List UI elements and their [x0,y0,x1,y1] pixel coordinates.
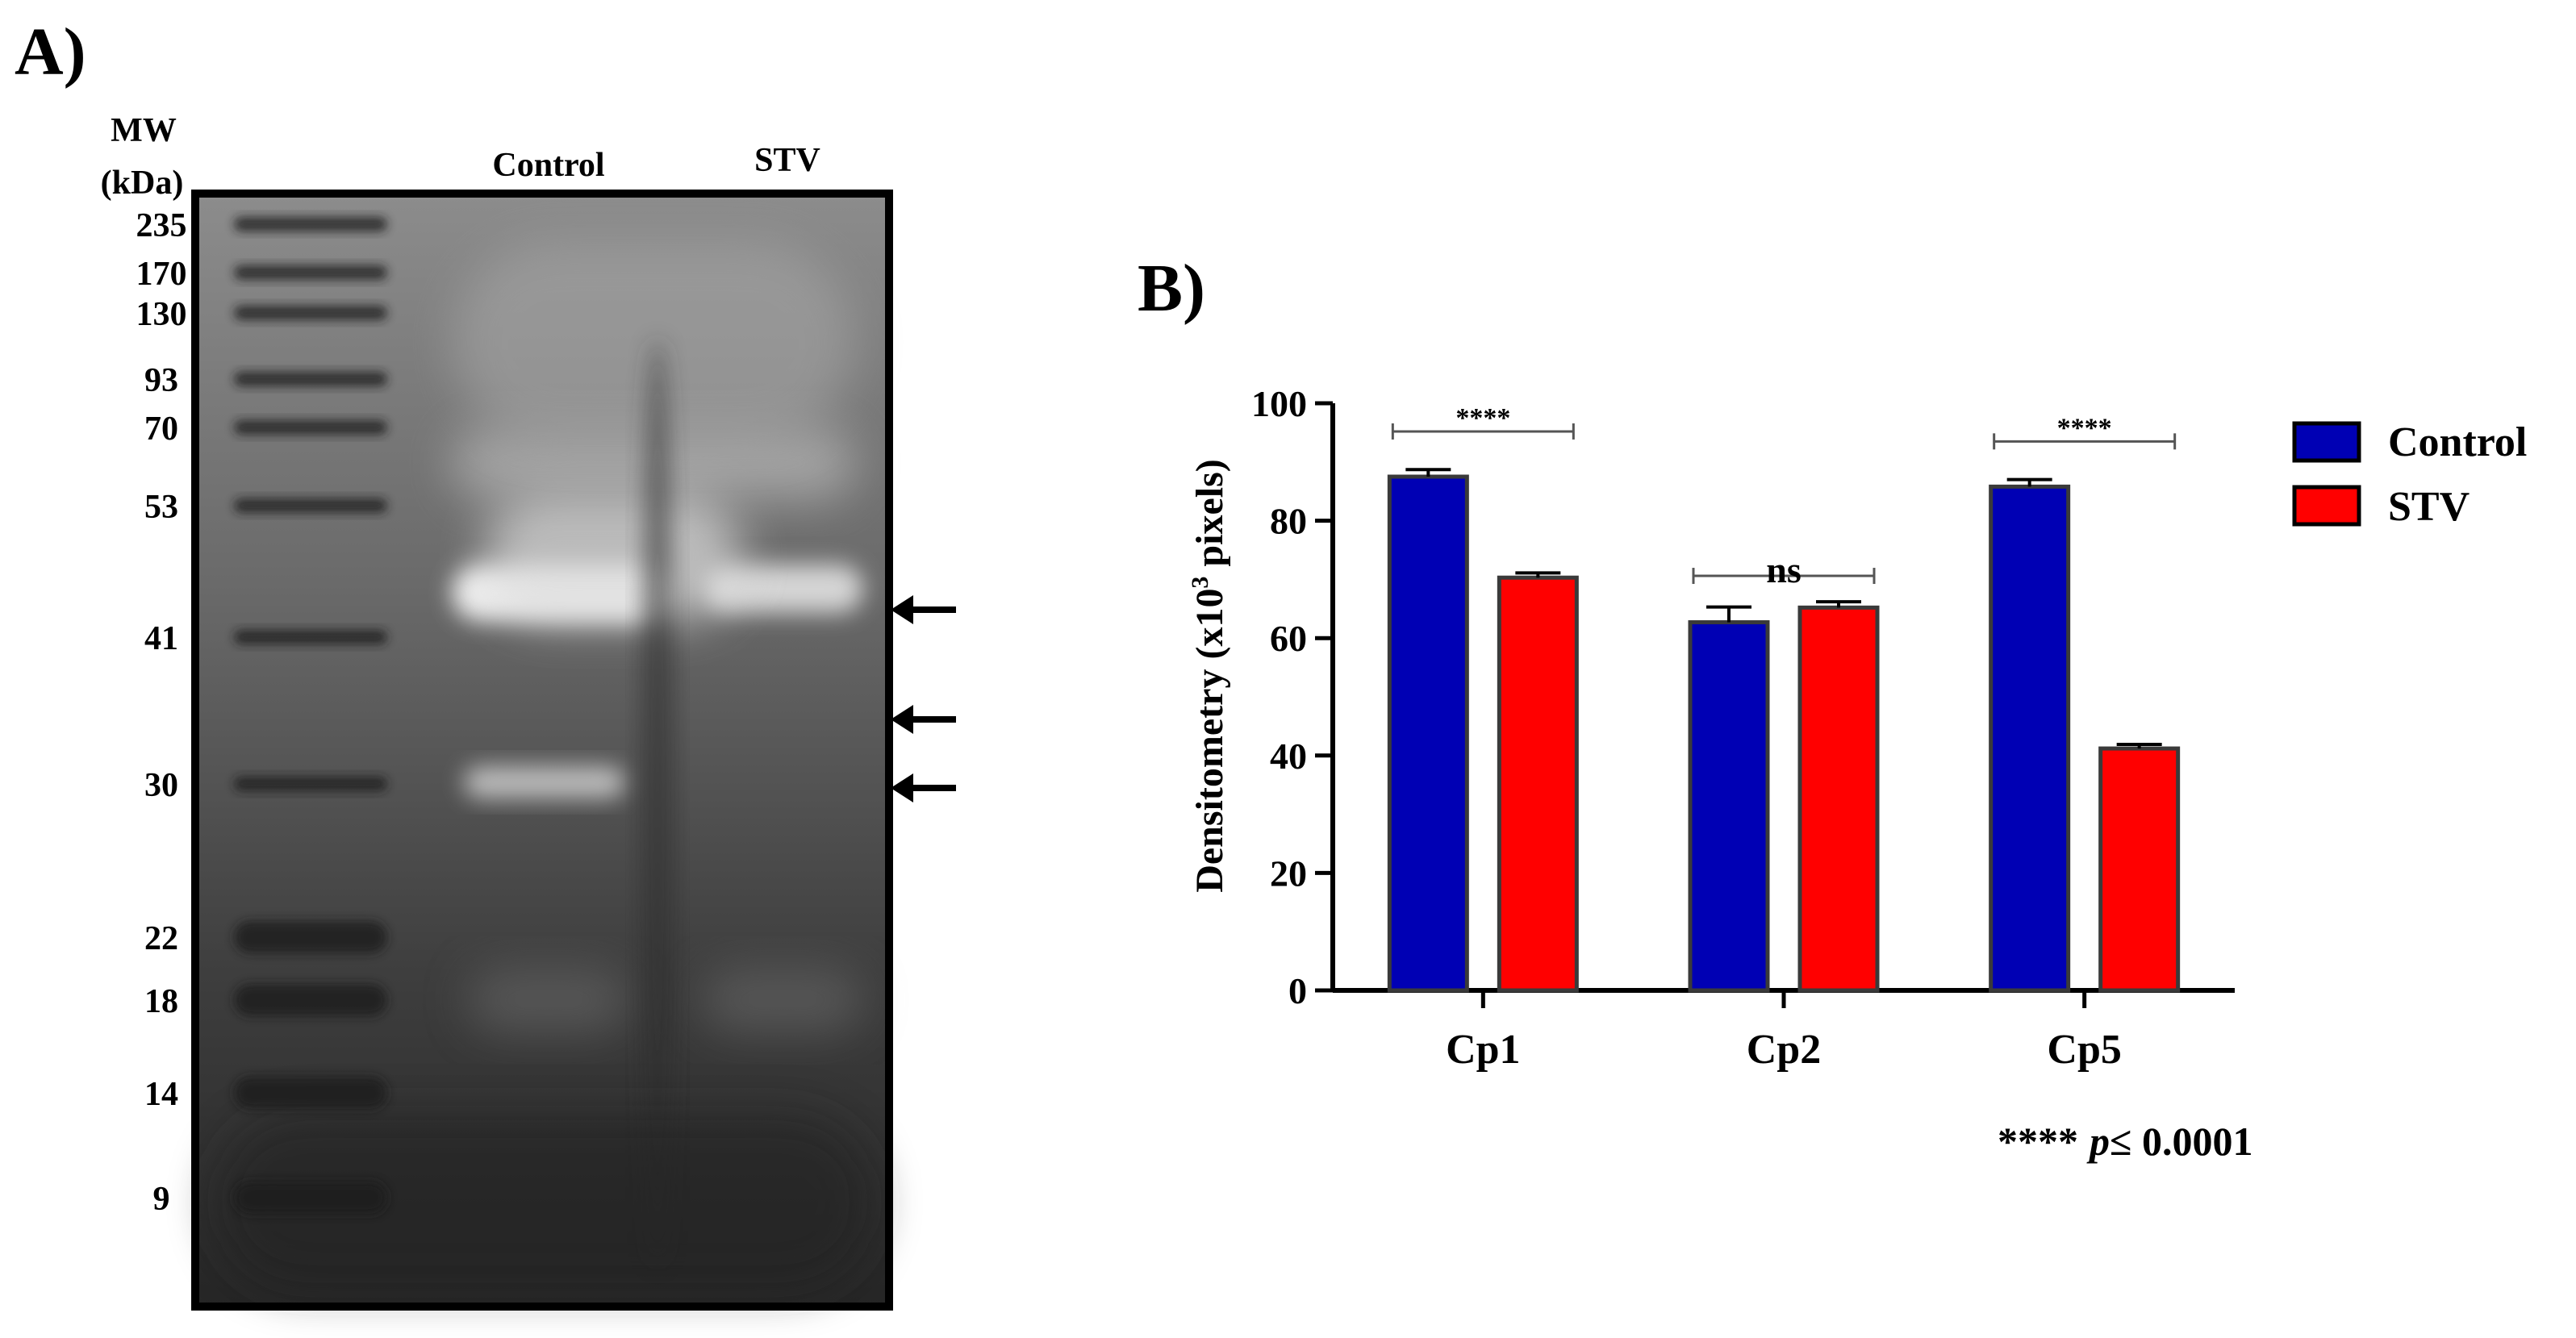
significance-label: **** [2057,413,2112,443]
gel-smear [468,968,629,1032]
ladder-band [234,306,387,320]
mw-marker-label: 93 [144,362,178,399]
mw-marker-label: 18 [144,983,178,1020]
mw-marker-label: 41 [144,620,178,657]
bar-stv-cp2 [1797,605,1880,993]
arrow-icon [891,773,956,802]
bar-chart: Densitometry (x103 pixels) 0 20 40 60 80 100 C… [1187,383,2235,1073]
bar-stv-cp1 [1497,575,1579,993]
ladder-band [234,777,387,791]
arrow-icon [891,595,956,624]
significance-label: ns [1766,549,1801,590]
mw-marker-label: 235 [136,207,187,244]
mw-marker-label: 22 [144,920,178,957]
mw-header-line1: MW [111,112,177,149]
y-axis-label-end: pixels) [1188,459,1231,576]
mw-marker-label: 170 [136,256,187,293]
y-tick-label: 20 [1270,852,1307,894]
y-tick-label: 100 [1251,383,1307,424]
mw-marker-label: 9 [153,1181,170,1218]
legend-label-control: Control [2388,419,2527,465]
ladder-band [234,265,387,280]
band-arrows [891,595,956,802]
mw-marker-label: 70 [144,411,178,448]
p-value-symbol: p [2086,1119,2110,1164]
y-tick-label: 60 [1270,618,1307,659]
y-axis-label-main: Densitometry (x10 [1188,589,1231,893]
gel-smear [702,968,863,1032]
x-tick-label: Cp5 [2047,1027,2121,1073]
legend-label-stv: STV [2388,484,2470,530]
y-tick-label: 80 [1270,501,1307,542]
y-axis-label-sup: 3 [1187,577,1213,589]
panel-b-label: B) [1138,251,1205,326]
p-value-note: **** p≤ 0.0001 [1998,1119,2252,1164]
gel-image [191,190,893,1311]
legend: Control STV [2292,419,2527,530]
x-tick-label: Cp1 [1446,1027,1520,1073]
legend-swatch-stv [2292,485,2361,527]
ladder-band [234,1182,387,1214]
bar-control-cp2 [1688,620,1770,993]
bar-control-cp5 [1989,484,2071,993]
arrow-icon [891,705,956,734]
ladder-band [234,372,387,386]
gel-smear [641,339,674,1266]
mw-header-line2: (kDa) [101,165,184,202]
p-value-stars: **** [1998,1119,2078,1164]
panel-a-label: A) [15,15,86,90]
gel-smear [484,492,742,621]
ladder-band [234,498,387,513]
ladder-band [234,1077,387,1109]
significance-label: **** [1455,403,1510,433]
mw-marker-label: 14 [144,1076,178,1113]
bar-control-cp1 [1387,474,1469,993]
legend-swatch-control [2292,421,2361,463]
mw-marker-label: 30 [144,767,178,804]
ladder-band [234,984,387,1016]
lane-label-stv: STV [754,142,820,179]
gel-smear [464,766,625,798]
lane-label-control: Control [492,147,604,184]
p-value-threshold: ≤ 0.0001 [2110,1119,2252,1164]
ladder-band [234,420,387,435]
gel-smear [214,1113,875,1290]
y-tick-label: 0 [1288,970,1307,1011]
mw-marker-label: 130 [136,296,187,333]
ladder-band [234,921,387,953]
y-axis-label: Densitometry (x103 pixels) [1187,459,1231,893]
gel-smear [702,565,863,613]
bar-stv-cp5 [2098,746,2181,993]
gel-smear [452,242,855,444]
y-tick-label: 40 [1270,736,1307,777]
mw-marker-label: 53 [144,489,178,526]
ladder-band [234,217,387,231]
x-tick-label: Cp2 [1747,1027,1821,1073]
ladder-band [234,630,387,644]
